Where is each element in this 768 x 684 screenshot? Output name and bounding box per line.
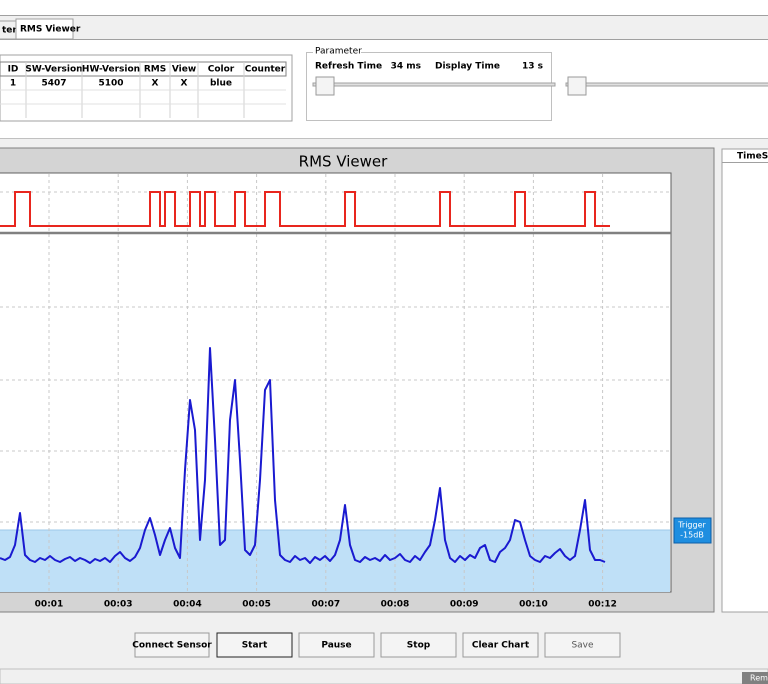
x-tick-label: 00:09 xyxy=(450,600,479,610)
tab-label: ter xyxy=(2,26,17,36)
button[interactable] xyxy=(216,632,293,658)
x-tick-label: 00:12 xyxy=(588,600,617,610)
button-bar: Connect Sensor Start Pause Stop Clear Chart S… xyxy=(132,632,621,658)
column-header: Color xyxy=(208,65,235,75)
x-tick-label: 00:01 xyxy=(35,600,64,610)
cell: 5100 xyxy=(98,79,123,89)
cell: 5407 xyxy=(41,79,66,89)
button-label: Save xyxy=(571,641,594,651)
tab-label: RMS Viewer xyxy=(20,25,81,35)
column-header: View xyxy=(172,65,196,75)
column-header: Counter xyxy=(245,65,286,75)
slider-thumb[interactable] xyxy=(315,76,335,96)
button[interactable] xyxy=(380,632,457,658)
title-bar xyxy=(0,0,768,15)
status-bar xyxy=(0,668,768,684)
plot-area xyxy=(0,172,672,593)
value: 13 s xyxy=(522,62,543,72)
sensor-table: ID SW-Version HW-Version RMS View Color Counte… xyxy=(0,54,293,122)
x-tick-label: 00:03 xyxy=(104,600,133,610)
trigger-line xyxy=(0,191,610,227)
x-tick-label: 00:10 xyxy=(519,600,548,610)
status-text: Rem xyxy=(750,674,768,683)
slider-track xyxy=(565,82,768,87)
button[interactable] xyxy=(544,632,621,658)
column-header: ID xyxy=(8,65,19,75)
column-header: RMS xyxy=(144,65,166,75)
cell: blue xyxy=(210,79,232,89)
header-row xyxy=(0,61,287,77)
slider-thumb[interactable] xyxy=(567,76,587,96)
trigger-label: Trigger xyxy=(677,521,706,530)
trigger-label: -15dB xyxy=(680,531,704,540)
button-label: Stop xyxy=(407,641,431,651)
column-header: SW-Version xyxy=(25,65,82,75)
button-label: Connect Sensor xyxy=(132,641,212,651)
chart-title: RMS Viewer xyxy=(299,153,388,171)
cell: 1 xyxy=(10,79,16,89)
button[interactable] xyxy=(462,632,539,658)
plot xyxy=(0,174,670,592)
side-header: TimeSta xyxy=(737,152,768,162)
status-box xyxy=(742,672,768,684)
button-label: Pause xyxy=(321,641,351,651)
cell: X xyxy=(152,79,159,89)
x-tick-label: 00:04 xyxy=(173,600,202,610)
cell: X xyxy=(181,79,188,89)
column-header: HW-Version xyxy=(82,65,140,75)
value: 34 ms xyxy=(391,62,421,72)
slider-track xyxy=(312,82,556,87)
trigger-badge xyxy=(673,517,712,544)
button[interactable] xyxy=(298,632,375,658)
x-tick-label: 00:08 xyxy=(381,600,410,610)
button-label: Start xyxy=(242,641,268,651)
x-tick-label: 00:05 xyxy=(242,600,271,610)
label: Display Time xyxy=(435,62,500,72)
group-title: Parameter xyxy=(315,47,362,57)
label: Refresh Time xyxy=(315,62,382,72)
rms-line xyxy=(0,347,606,564)
x-tick-label: 00:07 xyxy=(311,600,340,610)
group-title-bg xyxy=(313,46,361,56)
button[interactable] xyxy=(134,632,210,658)
button-label: Clear Chart xyxy=(472,641,530,651)
side-panel xyxy=(721,148,768,613)
